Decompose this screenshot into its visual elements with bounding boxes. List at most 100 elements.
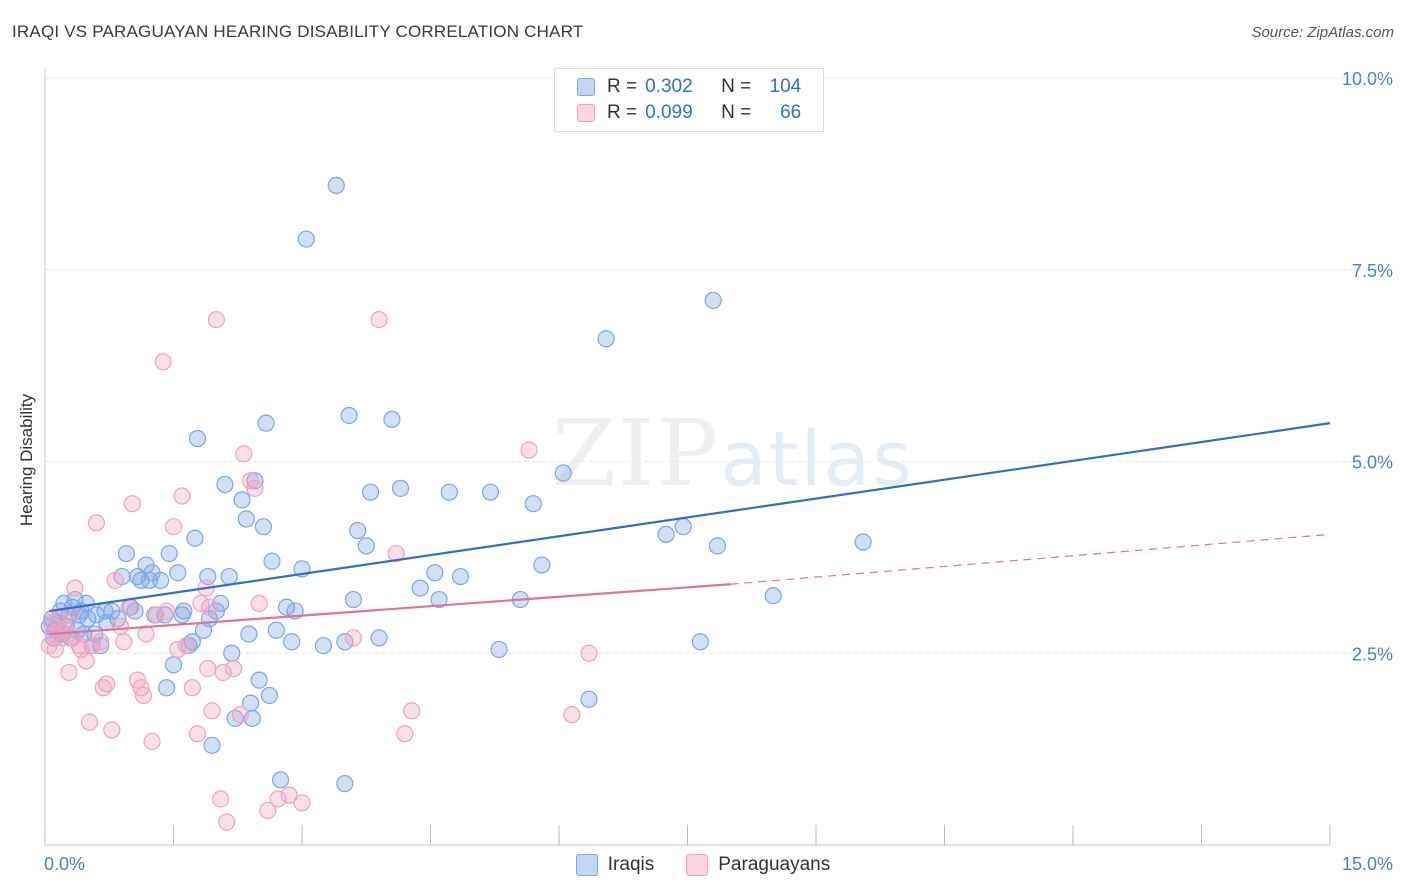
- y-tick-label: 10.0%: [1342, 69, 1393, 89]
- paraguayans-point: [293, 794, 311, 812]
- paraguayans-point: [269, 790, 287, 808]
- chart-source: Source: ZipAtlas.com: [1251, 24, 1394, 41]
- paraguayans-point: [60, 663, 78, 682]
- paraguayans-point: [169, 640, 187, 659]
- y-axis-label-wrap: Hearing Disability: [2, 300, 52, 620]
- iraqis-point: [657, 525, 675, 543]
- paraguayans-point: [154, 353, 172, 371]
- iraqis-point: [223, 644, 241, 662]
- paraguayans-trend-line: [49, 583, 731, 636]
- iraqis-point: [340, 406, 358, 425]
- iraqis-point: [349, 521, 367, 540]
- iraqis-point: [554, 464, 572, 482]
- paraguayans-point: [563, 706, 581, 724]
- y-tick-label: 2.5%: [1352, 644, 1393, 664]
- iraqis-point: [203, 736, 221, 754]
- paraguayans-point: [212, 790, 230, 808]
- paraguayans-point: [387, 544, 405, 563]
- y-tick-label: 5.0%: [1352, 453, 1393, 473]
- paraguayans-point: [188, 725, 207, 743]
- iraqis-point: [263, 552, 281, 570]
- paraguayans-point: [520, 441, 538, 459]
- iraqis-point: [344, 590, 362, 609]
- iraqis-point: [426, 564, 444, 582]
- iraqis-point: [160, 544, 178, 563]
- iraqis-point: [361, 483, 380, 501]
- x-tick-label: 0.0%: [44, 854, 85, 874]
- watermark: ZIPatlas: [552, 400, 914, 507]
- series-legend: Iraqis Paraguayans: [0, 850, 1406, 880]
- iraqis-point: [152, 571, 170, 589]
- iraqis-point: [79, 610, 97, 628]
- paraguayans-point: [370, 311, 388, 329]
- iraqis-point: [451, 567, 470, 586]
- y-tick-label: 7.5%: [1352, 261, 1393, 281]
- paraguayans-point: [235, 445, 253, 463]
- iraqis-point: [708, 537, 727, 555]
- paraguayans-point: [123, 495, 141, 513]
- paraguayans-point: [259, 801, 277, 820]
- paraguayans-point: [164, 518, 183, 536]
- paraguayans-point: [158, 602, 176, 620]
- iraqis-point: [271, 771, 290, 789]
- iraqis-point: [267, 621, 285, 639]
- iraqis-point: [704, 291, 722, 310]
- iraqis-point: [212, 594, 230, 612]
- iraqis-point: [391, 479, 410, 497]
- iraqis-point: [233, 491, 251, 509]
- legend-n-value: 66: [780, 102, 802, 123]
- paraguayans-point: [183, 679, 201, 697]
- iraqis-point: [220, 567, 238, 586]
- paraguayans-point: [80, 713, 99, 731]
- paraguayans-point: [207, 311, 225, 329]
- legend-r-label: R =: [607, 102, 638, 123]
- legend-item-iraqis: Iraqis: [575, 854, 654, 876]
- paraguayans-point: [396, 725, 414, 743]
- paraguayans-point: [143, 732, 161, 751]
- iraqis-point: [440, 483, 458, 501]
- legend-r-label: R =: [607, 76, 638, 97]
- iraqis-point: [524, 495, 542, 513]
- iraqis-point: [336, 633, 354, 651]
- iraqis-point: [254, 518, 273, 536]
- iraqis-point: [257, 414, 275, 432]
- paraguayans-point: [403, 702, 421, 720]
- paraguayans-point: [203, 702, 221, 720]
- paraguayans-point: [214, 663, 232, 682]
- iraqis-point: [188, 429, 207, 448]
- iraqis-point: [277, 598, 296, 616]
- iraqis-point: [283, 633, 301, 651]
- iraqis-point: [597, 330, 615, 348]
- iraqis-point: [314, 636, 333, 655]
- legend-n-value: 104: [769, 76, 802, 97]
- paraguayans-point: [224, 659, 243, 678]
- paraguayans-point: [98, 675, 116, 693]
- iraqis-trend-line: [49, 422, 1331, 613]
- iraqis-point: [533, 556, 551, 574]
- paraguayans-point: [344, 629, 362, 647]
- iraqis-point: [383, 410, 401, 428]
- correlation-legend: R = 0.302 N = 104 R = 0.099 N = 66: [554, 68, 824, 132]
- paraguayans-point: [218, 813, 236, 831]
- iraqis-point: [260, 686, 279, 705]
- iraqis-point: [250, 671, 268, 689]
- legend-swatch-pink: [577, 104, 595, 122]
- legend-swatch-blue: [575, 854, 598, 876]
- legend-item-paraguayans: Paraguayans: [686, 854, 830, 876]
- paraguayans-point: [177, 636, 195, 655]
- paraguayans-point: [280, 786, 298, 804]
- watermark-zip: ZIP: [552, 400, 721, 507]
- iraqis-point: [117, 544, 135, 563]
- iraqis-point: [854, 533, 872, 551]
- iraqis-point: [674, 518, 692, 536]
- iraqis-point: [370, 629, 388, 647]
- iraqis-point: [691, 633, 709, 651]
- paraguayans-trend-extension: [730, 533, 1331, 585]
- paraguayans-point: [199, 659, 217, 678]
- iraqis-point: [216, 475, 234, 494]
- iraqis-point: [240, 625, 258, 643]
- paraguayans-point: [103, 721, 121, 739]
- paraguayans-point: [106, 571, 124, 589]
- paraguayans-point: [115, 633, 133, 651]
